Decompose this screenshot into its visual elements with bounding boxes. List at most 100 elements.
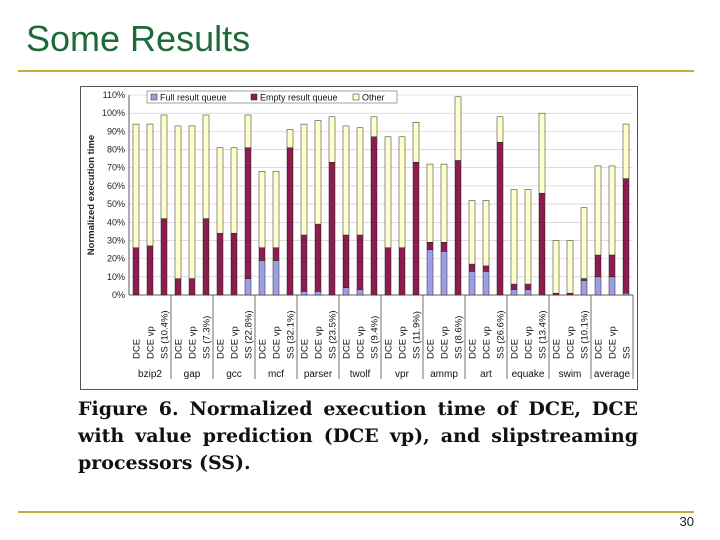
y-tick-label: 60% [107,181,125,191]
bar-segment-full [622,292,630,296]
x-tick-label: DCE vp [524,326,535,359]
bar-segment-full [594,276,602,296]
bar-segment-empty [160,218,168,296]
bar-segment-empty [440,242,448,252]
bar-segment-other [132,123,140,248]
bar-segment-other [566,240,574,294]
bar-segment-empty [510,283,518,290]
bar-segment-empty [468,263,476,272]
bar-segment-full [314,291,322,296]
bar-segment-other [174,125,182,279]
bar-segment-full [440,251,448,296]
x-tick-label: SS (22.8%) [244,310,255,359]
y-tick-label: 70% [107,163,125,173]
figure-frame: 0% 10% 20% 30% 40% 50% 60% 70% 80% 90% 100% 110% Nor… [80,86,638,390]
y-tick-label: 20% [107,254,125,264]
x-tick-label: DCE vp [230,326,241,359]
bar-segment-empty [580,278,588,281]
page-number: 30 [679,514,694,529]
bar-segment-empty [426,242,434,250]
y-axis-title: Normalized execution time [86,135,97,255]
bar-segment-other [314,120,322,225]
group-label: vpr [395,369,410,380]
bar-segment-other [342,125,350,236]
stacked-bar-chart: 0% 10% 20% 30% 40% 50% 60% 70% 80% 90% 100% 110% Nor… [86,90,634,380]
bar-segment-other [328,116,336,163]
bar-segment-other [286,129,294,148]
bar-segment-full [342,287,350,296]
bar-segment-empty [454,160,462,296]
x-tick-label: DCE [510,339,521,359]
x-tick-label: DCE [258,339,269,359]
group-label: parser [304,369,333,380]
bar-segment-other [510,189,518,285]
x-tick-label: DCE [552,339,563,359]
bar-segment-other [258,171,266,248]
bar-segment-empty [496,142,504,296]
x-tick-label: SS (10.4%) [160,310,171,359]
x-tick-label: SS (26.6%) [496,310,507,359]
bar-segment-full [580,280,588,296]
x-tick-label: SS [622,346,633,359]
slide-title: Some Results [26,18,251,59]
bar-segment-empty [538,192,546,296]
x-tick-label: DCE vp [440,326,451,359]
bar-segment-other [272,171,280,248]
bar-segment-empty [482,265,490,272]
bar-segment-full [272,260,280,296]
bar-segment-empty [216,232,224,296]
bar-segment-other [146,123,154,247]
group-label: bzip2 [138,369,162,380]
y-tick-label: 80% [107,145,125,155]
y-tick-label: 40% [107,217,125,227]
footer-divider [18,511,694,513]
y-tick-label: 50% [107,199,125,209]
bar-segment-other [398,136,406,248]
bar-segment-empty [328,162,336,296]
x-tick-label: DCE vp [314,326,325,359]
bar-segment-full [524,289,532,296]
bar-segment-other [384,136,392,248]
x-tick-label: DCE vp [482,326,493,359]
y-tick-label: 10% [107,272,125,282]
bar-segment-empty [412,162,420,296]
bar-segment-empty [272,247,280,261]
bar-segment-full [300,291,308,296]
x-tick-label: SS (13.4%) [538,310,549,359]
figure-caption: Figure 6. Normalized execution time of D… [78,398,638,474]
legend-label: Other [362,93,385,103]
bar-segment-full [482,271,490,296]
x-tick-label: SS (8.6%) [454,316,465,359]
bar-segment-other [412,122,420,163]
x-tick-label: DCE [216,339,227,359]
bar-segment-empty [300,234,308,292]
bar-segment-empty [524,283,532,290]
x-tick-label: DCE vp [272,326,283,359]
legend-swatch [352,93,360,101]
x-tick-label: DCE vp [188,326,199,359]
bar-segment-empty [594,254,602,278]
bar-segment-other [160,114,168,219]
group-label: twolf [350,369,371,380]
group-label: average [594,369,631,380]
bar-segment-empty [188,278,196,296]
legend-box [146,90,398,104]
y-tick-label: 30% [107,235,125,245]
bar-segment-full [244,278,252,296]
bar-segment-other [216,147,224,234]
bar-segment-other [594,165,602,256]
x-tick-label: SS (11.9%) [412,311,423,359]
bar-segment-other [608,165,616,256]
bar-segment-other [202,114,210,219]
legend-label: Full result queue [160,93,227,103]
title-divider [18,70,694,72]
bar-segment-full [426,249,434,296]
x-tick-label: SS (9.4%) [370,316,381,359]
x-tick-label: DCE [300,339,311,359]
bar-segment-empty [132,247,140,296]
group-label: art [480,369,492,380]
x-tick-label: DCE vp [146,326,157,359]
x-tick-label: SS (7.3%) [202,316,213,359]
group-label: equake [512,369,545,380]
bar-segment-empty [356,234,364,290]
